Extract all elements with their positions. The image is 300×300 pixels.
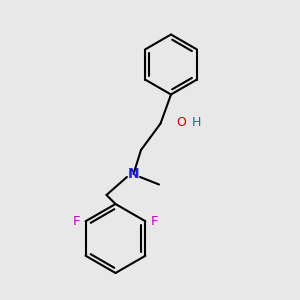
Text: F: F [72,215,80,228]
Text: F: F [151,215,159,228]
Text: H: H [192,116,201,129]
Text: N: N [128,167,139,181]
Text: O: O [176,116,186,129]
